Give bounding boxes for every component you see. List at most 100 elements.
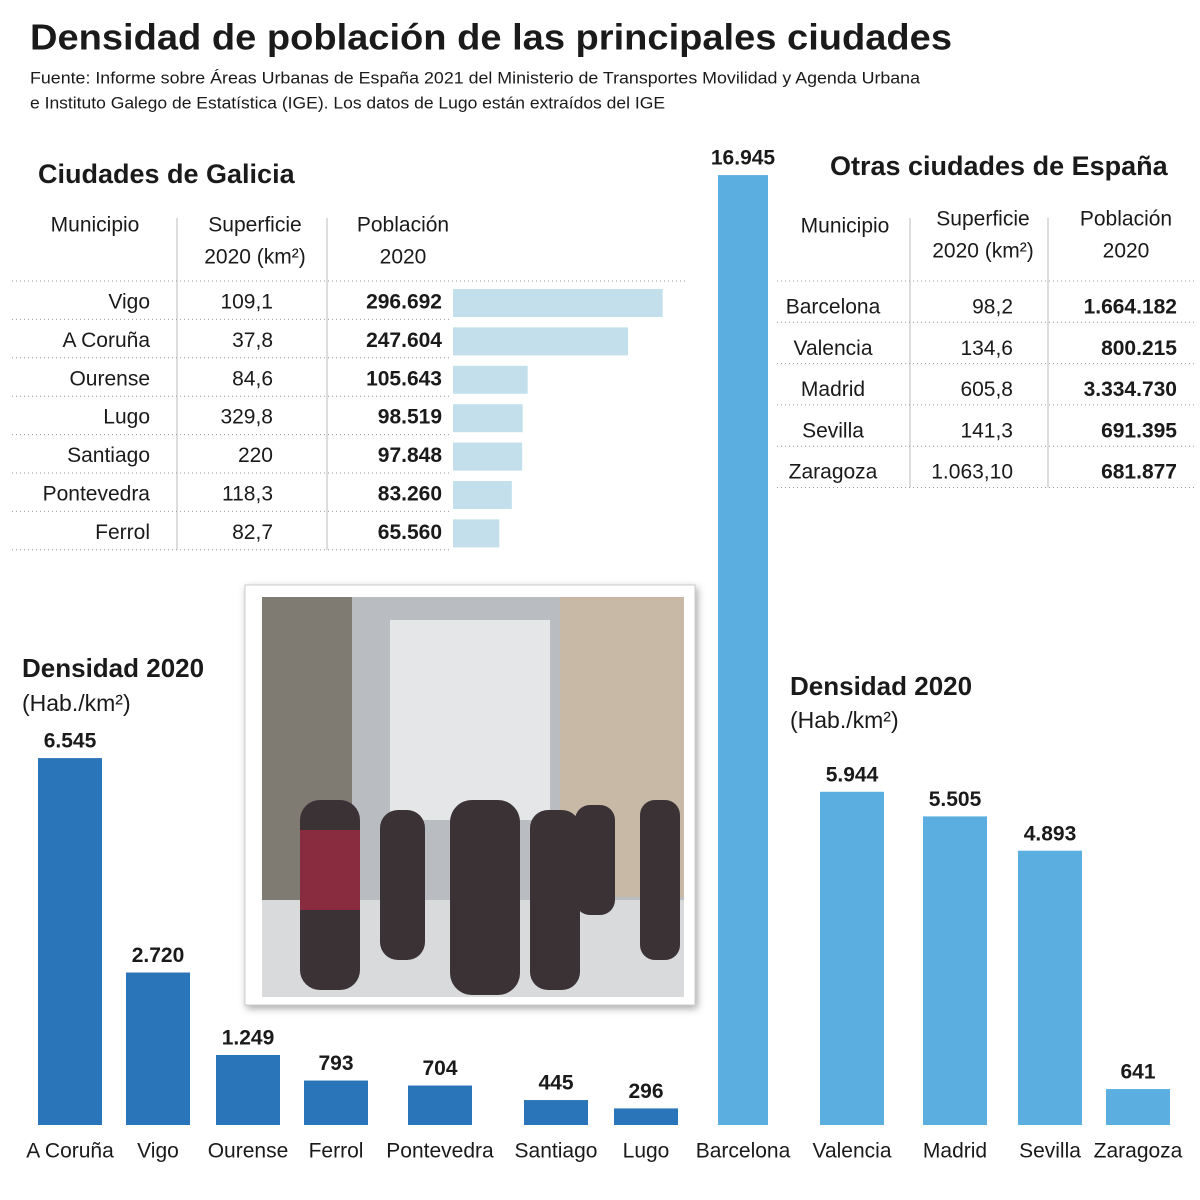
table-title: Otras ciudades de España <box>830 151 1169 181</box>
population-bar <box>453 327 628 356</box>
category-label: Vigo <box>137 1140 179 1163</box>
title: Densidad de población de las principales… <box>30 17 952 58</box>
column-header: 2020 <box>380 246 427 269</box>
chart-subtitle: (Hab./km²) <box>790 707 899 733</box>
category-label: Sevilla <box>1019 1140 1081 1163</box>
value-label: 1.249 <box>222 1027 275 1050</box>
category-label: Santiago <box>515 1140 598 1163</box>
population-bar <box>453 365 528 394</box>
category-label: Ferrol <box>309 1140 364 1163</box>
poblacion: 105.643 <box>366 367 442 390</box>
municipio: Lugo <box>103 406 150 429</box>
category-label: Madrid <box>923 1140 987 1163</box>
column-header: Superficie <box>208 214 301 237</box>
superficie: 118,3 <box>222 483 273 506</box>
poblacion: 83.260 <box>378 483 442 506</box>
category-label: Ourense <box>208 1140 289 1163</box>
superficie: 605,8 <box>960 378 1013 401</box>
bar <box>304 1080 368 1125</box>
chart-title: Densidad 2020 <box>790 671 972 701</box>
municipio: Barcelona <box>786 296 881 319</box>
source: Fuente: Informe sobre Áreas Urbanas de E… <box>30 68 921 87</box>
poblacion: 800.215 <box>1101 337 1177 360</box>
population-bar <box>453 404 523 433</box>
category-label: Barcelona <box>696 1140 791 1163</box>
column-header: Población <box>357 214 449 237</box>
category-label: Lugo <box>623 1140 670 1163</box>
chart-title: Densidad 2020 <box>22 653 204 683</box>
superficie: 141,3 <box>960 419 1013 442</box>
municipio: Vigo <box>108 291 150 314</box>
bar <box>126 972 190 1125</box>
population-bar <box>453 481 512 509</box>
superficie: 82,7 <box>232 521 273 544</box>
superficie: 329,8 <box>220 406 273 429</box>
category-label: Valencia <box>813 1140 892 1163</box>
value-label: 296 <box>628 1080 663 1103</box>
bar <box>820 791 884 1125</box>
poblacion: 3.334.730 <box>1084 378 1177 401</box>
municipio: A Coruña <box>62 329 150 352</box>
superficie: 134,6 <box>960 337 1013 360</box>
poblacion: 691.395 <box>1101 419 1177 442</box>
column-header: Municipio <box>51 214 140 237</box>
municipio: Zaragoza <box>789 461 878 484</box>
municipio: Valencia <box>794 337 873 360</box>
column-header: Municipio <box>801 215 890 238</box>
column-header: Superficie <box>936 208 1029 231</box>
bar <box>923 816 987 1125</box>
municipio: Ferrol <box>95 521 150 544</box>
population-bar <box>453 519 500 548</box>
table-title: Ciudades de Galicia <box>38 159 296 189</box>
superficie: 1.063,10 <box>931 461 1013 484</box>
poblacion: 97.848 <box>378 444 443 467</box>
value-label: 445 <box>538 1072 573 1095</box>
superficie: 37,8 <box>232 329 273 352</box>
bar <box>408 1085 472 1125</box>
municipio: Ourense <box>69 367 150 390</box>
value-label: 641 <box>1120 1061 1155 1084</box>
column-header: Población <box>1080 208 1172 231</box>
value-label: 704 <box>422 1057 457 1080</box>
column-header: 2020 (km²) <box>932 240 1034 263</box>
municipio: Santiago <box>67 444 150 467</box>
bar <box>38 758 102 1125</box>
population-bar <box>453 442 523 471</box>
poblacion: 98.519 <box>378 406 442 429</box>
value-label: 2.720 <box>132 944 185 967</box>
value-label: 6.545 <box>44 730 97 753</box>
bar <box>614 1108 678 1125</box>
poblacion: 296.692 <box>366 291 442 314</box>
bar <box>1106 1089 1170 1125</box>
column-header: 2020 (km²) <box>204 246 306 269</box>
value-label: 16.945 <box>711 147 776 170</box>
municipio: Sevilla <box>802 419 864 442</box>
column-header: 2020 <box>1103 240 1150 263</box>
category-label: A Coruña <box>26 1140 114 1163</box>
poblacion: 681.877 <box>1101 461 1177 484</box>
value-label: 5.505 <box>929 788 982 811</box>
bar <box>216 1054 280 1125</box>
poblacion: 1.664.182 <box>1084 296 1177 319</box>
superficie: 220 <box>238 444 273 467</box>
value-label: 5.944 <box>826 763 879 786</box>
superficie: 109,1 <box>220 291 273 314</box>
source: e Instituto Galego de Estatística (IGE).… <box>30 93 665 112</box>
municipio: Madrid <box>801 378 865 401</box>
poblacion: 65.560 <box>378 521 442 544</box>
population-bar <box>453 289 663 317</box>
value-label: 793 <box>318 1052 353 1075</box>
bar <box>718 175 768 1125</box>
superficie: 84,6 <box>232 367 273 390</box>
bar <box>1018 850 1082 1125</box>
chart-subtitle: (Hab./km²) <box>22 690 131 716</box>
municipio: Pontevedra <box>43 483 151 506</box>
category-label: Zaragoza <box>1094 1140 1183 1163</box>
poblacion: 247.604 <box>366 329 442 352</box>
bar <box>524 1100 588 1125</box>
value-label: 4.893 <box>1024 822 1077 845</box>
superficie: 98,2 <box>972 296 1013 319</box>
category-label: Pontevedra <box>386 1140 494 1163</box>
photo <box>244 584 696 1006</box>
